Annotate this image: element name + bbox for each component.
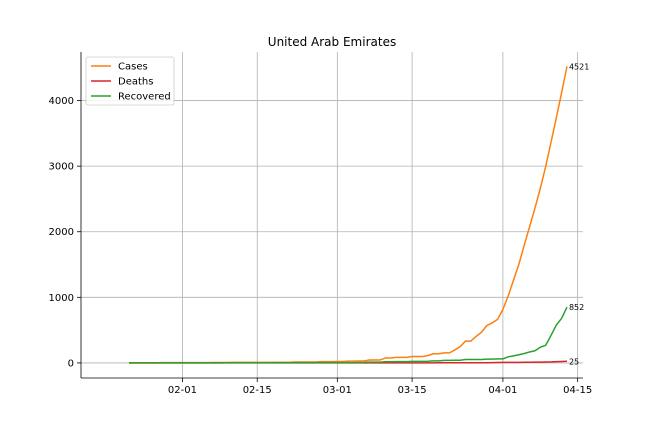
- series-line-recovered: [129, 306, 568, 364]
- x-tick-label: 02-01: [168, 385, 197, 396]
- end-label-deaths: 25: [569, 357, 579, 366]
- x-tick-label: 04-15: [563, 385, 592, 396]
- axes: 02-01 02-15 03-01 03-15 04-01 04-15 0 1000 2000 3…: [49, 52, 592, 396]
- legend-box: [85, 56, 175, 106]
- x-tick-label: 04-01: [488, 385, 517, 396]
- y-tick-label: 2000: [49, 227, 74, 238]
- y-tick-label: 0: [68, 358, 74, 369]
- x-tick-label: 02-15: [243, 385, 272, 396]
- grid: [81, 52, 583, 378]
- x-tick-label: 03-15: [398, 385, 427, 396]
- end-label-cases: 4521: [569, 62, 589, 71]
- chart-title: United Arab Emirates: [268, 35, 396, 49]
- y-tick-label: 4000: [49, 96, 74, 107]
- legend-label-recovered: Recovered: [118, 92, 171, 103]
- end-labels: 4521 25 852: [569, 62, 589, 366]
- legend-label-deaths: Deaths: [118, 77, 153, 88]
- x-tick-label: 03-01: [323, 385, 352, 396]
- end-label-recovered: 852: [569, 303, 584, 312]
- legend: Cases Deaths Recovered: [85, 56, 175, 106]
- series-lines: [129, 66, 568, 364]
- y-tick-label: 1000: [49, 293, 74, 304]
- y-tick-label: 3000: [49, 162, 74, 173]
- legend-label-cases: Cases: [118, 62, 148, 73]
